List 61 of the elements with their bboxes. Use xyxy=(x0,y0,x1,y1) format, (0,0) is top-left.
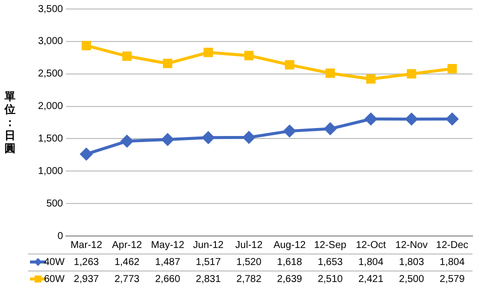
x-tick-label: Jul-12 xyxy=(235,240,263,251)
data-label: 2,831 xyxy=(196,274,222,284)
point xyxy=(447,64,457,74)
point xyxy=(244,50,254,60)
data-label: 1,804 xyxy=(440,256,466,268)
data-label: 2,782 xyxy=(236,274,262,284)
y-tick-label: 0 xyxy=(57,230,64,242)
x-tick-label: 12-Sep xyxy=(314,240,347,251)
point xyxy=(82,40,92,50)
legend-label: 40W xyxy=(44,256,66,268)
x-tick-label: Aug-12 xyxy=(273,240,306,251)
data-label: 1,462 xyxy=(114,256,140,268)
point xyxy=(122,51,132,61)
x-tick-label: 12-Oct xyxy=(356,240,386,251)
data-label: 1,263 xyxy=(74,256,100,268)
x-tick-label: Mar-12 xyxy=(70,240,103,251)
data-label: 2,773 xyxy=(114,274,140,284)
data-label: 1,618 xyxy=(277,256,303,268)
data-label: 2,579 xyxy=(440,274,466,284)
point xyxy=(406,69,416,79)
x-tick-label: 12-Nov xyxy=(395,240,428,251)
y-tick-label: 1,000 xyxy=(38,166,64,177)
y-axis-title: 單位：日圓 xyxy=(3,90,16,155)
legend-label: 60W xyxy=(44,274,66,284)
data-label: 2,500 xyxy=(399,274,424,284)
x-tick-label: 12-Dec xyxy=(436,240,468,251)
data-label: 1,487 xyxy=(155,256,181,268)
point xyxy=(326,68,335,78)
point xyxy=(242,131,255,144)
y-tick-label: 2,000 xyxy=(38,101,64,112)
point xyxy=(406,113,418,126)
data-label: 1,520 xyxy=(236,256,262,268)
data-label: 2,421 xyxy=(358,274,384,284)
y-tick-label: 2,500 xyxy=(38,68,64,80)
point xyxy=(324,122,336,135)
point xyxy=(202,132,214,144)
data-label: 1,653 xyxy=(318,256,344,268)
data-label: 1,517 xyxy=(196,256,222,268)
point xyxy=(162,58,172,68)
x-tick-label: May-12 xyxy=(150,240,185,251)
y-tick-label: 3,500 xyxy=(38,4,64,15)
point xyxy=(364,113,377,125)
y-tick-label: 500 xyxy=(46,198,64,210)
point xyxy=(284,60,294,70)
data-label: 2,937 xyxy=(74,274,100,284)
point xyxy=(204,48,213,58)
y-tick-label: 3,000 xyxy=(38,36,64,48)
point xyxy=(284,125,296,138)
data-label: 2,660 xyxy=(155,274,181,284)
point xyxy=(80,148,92,160)
point xyxy=(366,74,376,84)
point xyxy=(120,135,133,148)
point xyxy=(162,134,174,146)
x-tick-label: Jun-12 xyxy=(192,240,224,251)
y-tick-label: 1,500 xyxy=(38,133,64,144)
point xyxy=(446,113,458,125)
data-label: 2,639 xyxy=(277,274,303,284)
data-label: 1,804 xyxy=(358,256,384,268)
data-label: 2,510 xyxy=(318,274,344,284)
x-tick-label: Apr-12 xyxy=(112,240,142,251)
data-label: 1,803 xyxy=(399,256,424,268)
